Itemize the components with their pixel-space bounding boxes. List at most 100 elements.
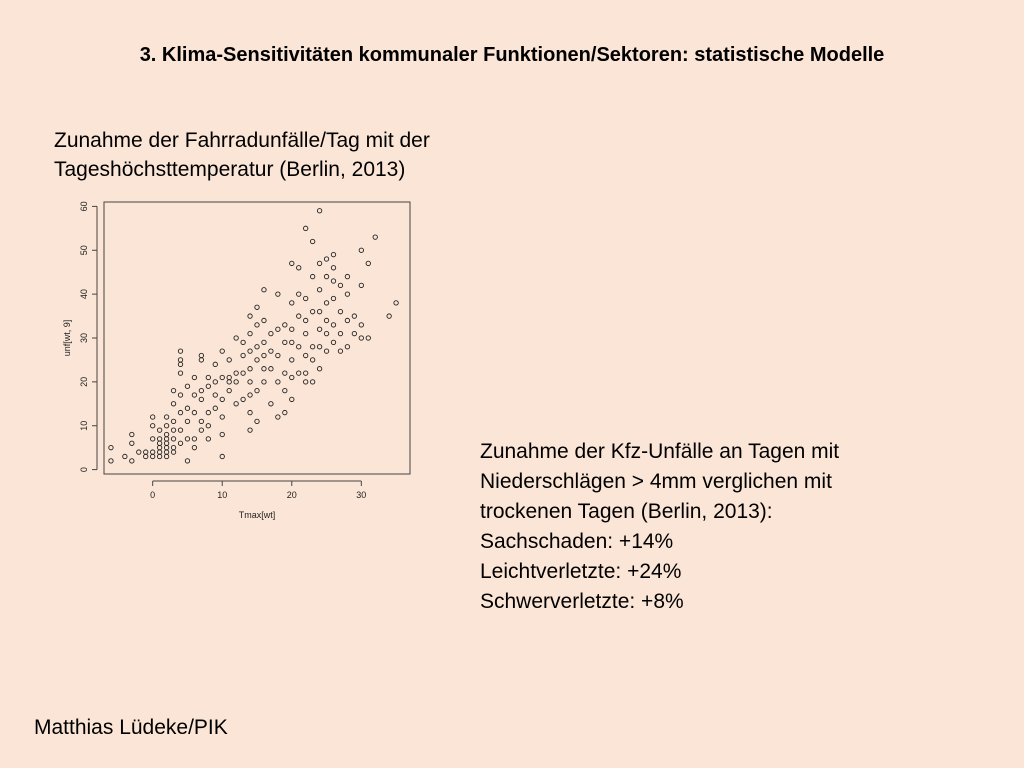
slide-title: 3. Klima-Sensitivitäten kommunaler Funkt… <box>139 44 885 66</box>
data-point <box>275 326 281 332</box>
data-point <box>296 313 302 319</box>
data-point <box>316 344 323 350</box>
y-tick-label: 60 <box>79 201 89 211</box>
data-point <box>170 436 177 442</box>
data-point <box>170 427 177 433</box>
data-point <box>289 396 295 403</box>
data-point <box>212 379 218 385</box>
data-point <box>358 322 364 328</box>
data-point <box>150 453 156 460</box>
data-point <box>219 414 225 420</box>
data-point <box>309 273 316 280</box>
data-point <box>156 449 163 455</box>
data-point <box>136 449 142 455</box>
data-point <box>323 348 330 354</box>
data-point <box>365 260 371 267</box>
x-tick-label: 10 <box>217 490 227 500</box>
data-point <box>177 392 184 398</box>
data-point <box>226 374 232 381</box>
data-point <box>129 431 135 438</box>
data-point <box>309 238 316 245</box>
data-point <box>309 357 316 363</box>
data-point <box>393 300 399 306</box>
data-point <box>289 300 295 306</box>
data-point <box>177 370 184 376</box>
data-point <box>344 344 351 350</box>
data-point <box>268 330 274 337</box>
data-point <box>303 370 309 376</box>
data-point <box>205 409 211 416</box>
data-point <box>163 423 170 429</box>
data-point <box>372 234 378 240</box>
data-point <box>316 208 323 214</box>
data-point <box>198 387 205 394</box>
data-point <box>177 357 184 363</box>
data-point <box>303 352 309 359</box>
data-point <box>163 449 170 455</box>
scatter-svg: 0 10 20 30 Tmax[wt] 0 10 20 30 40 50 60 unf[wt, 9] <box>62 201 411 520</box>
data-point <box>261 287 267 293</box>
data-point <box>212 405 218 411</box>
data-point <box>156 436 163 442</box>
y-tick-label: 30 <box>79 333 89 343</box>
data-point <box>184 436 191 442</box>
data-point <box>351 330 358 337</box>
results-line: trockenen Tagen (Berlin, 2013): <box>480 500 773 523</box>
data-point <box>150 423 156 429</box>
data-point <box>268 348 274 354</box>
data-point <box>296 265 302 271</box>
data-point <box>323 300 330 306</box>
x-tick-label: 20 <box>287 490 297 500</box>
data-point <box>330 251 337 258</box>
data-point <box>191 409 198 416</box>
data-point <box>233 370 239 376</box>
data-point <box>303 379 309 385</box>
data-point <box>163 414 170 420</box>
x-axis-label: Tmax[wt] <box>239 510 276 520</box>
data-point <box>177 409 184 416</box>
data-point <box>254 304 260 310</box>
data-point <box>282 370 288 376</box>
y-tick-label: 20 <box>79 377 89 387</box>
data-point <box>205 374 211 381</box>
data-point <box>282 322 288 328</box>
data-point <box>184 458 191 464</box>
data-point <box>303 330 309 337</box>
data-point <box>184 418 191 425</box>
data-point <box>233 335 239 341</box>
data-point <box>150 414 156 420</box>
data-point <box>247 392 253 398</box>
data-point <box>233 379 239 385</box>
results-leichtverletzte: Leichtverletzte: +24% <box>480 560 682 583</box>
data-point <box>205 423 211 429</box>
data-point <box>316 366 323 372</box>
chart-caption: Zunahme der Fahrradunfälle/Tag mit der T… <box>54 126 514 184</box>
data-point <box>303 295 309 302</box>
data-point <box>226 379 232 385</box>
data-point <box>191 374 198 381</box>
data-point <box>247 366 253 372</box>
y-tick-label: 40 <box>79 289 89 299</box>
data-point <box>358 282 364 289</box>
data-point <box>309 309 316 315</box>
data-point <box>240 370 246 376</box>
data-point <box>129 440 135 446</box>
data-point <box>177 440 184 446</box>
results-line: Niederschlägen > 4mm verglichen mit <box>480 470 832 493</box>
data-point <box>261 352 267 359</box>
data-point <box>156 440 163 446</box>
data-point <box>191 392 198 398</box>
data-point <box>365 335 371 341</box>
y-axis-label: unf[wt, 9] <box>62 320 72 357</box>
data-point <box>205 383 211 389</box>
data-point <box>275 352 281 359</box>
data-point <box>289 326 295 332</box>
data-point <box>316 326 323 332</box>
y-tick-label: 0 <box>79 467 89 472</box>
data-point <box>205 436 211 442</box>
data-point <box>170 387 177 394</box>
data-point <box>296 370 302 376</box>
data-point <box>247 379 253 385</box>
data-point <box>323 330 330 337</box>
data-point <box>198 396 205 403</box>
